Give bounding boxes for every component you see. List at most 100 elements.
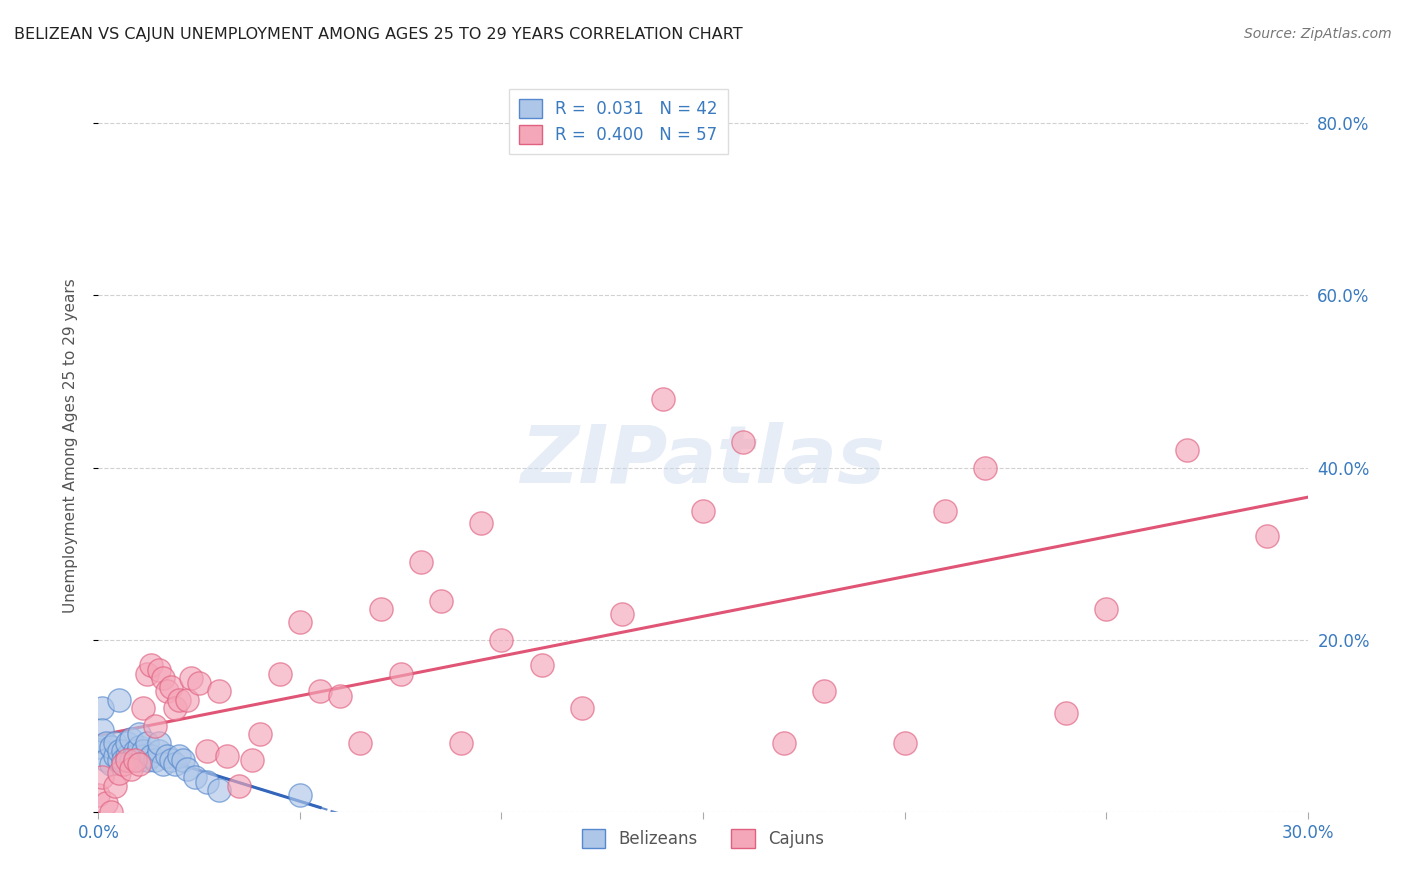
Point	[132, 748, 155, 763]
Point	[139, 658, 162, 673]
Point	[96, 736, 118, 750]
Point	[167, 693, 190, 707]
Point	[100, 740, 122, 755]
Point	[135, 736, 157, 750]
Point	[450, 736, 472, 750]
Point	[87, 788, 110, 802]
Point	[176, 762, 198, 776]
Point	[100, 805, 122, 819]
Point	[208, 684, 231, 698]
Point	[1054, 706, 1077, 720]
Point	[163, 701, 186, 715]
Text: ZIPatlas: ZIPatlas	[520, 422, 886, 500]
Point	[152, 757, 174, 772]
Point	[184, 770, 207, 784]
Point	[107, 744, 129, 758]
Point	[893, 736, 915, 750]
Point	[87, 740, 110, 755]
Text: BELIZEAN VS CAJUN UNEMPLOYMENT AMONG AGES 25 TO 29 YEARS CORRELATION CHART: BELIZEAN VS CAJUN UNEMPLOYMENT AMONG AGE…	[14, 27, 742, 42]
Point	[103, 779, 125, 793]
Text: Source: ZipAtlas.com: Source: ZipAtlas.com	[1244, 27, 1392, 41]
Point	[124, 744, 146, 758]
Point	[530, 658, 553, 673]
Point	[120, 753, 142, 767]
Point	[571, 701, 593, 715]
Point	[733, 434, 755, 449]
Point	[288, 615, 311, 630]
Point	[208, 783, 231, 797]
Point	[370, 602, 392, 616]
Point	[128, 740, 150, 755]
Point	[692, 503, 714, 517]
Point	[124, 753, 146, 767]
Point	[249, 727, 271, 741]
Point	[651, 392, 673, 406]
Point	[152, 671, 174, 685]
Point	[132, 701, 155, 715]
Point	[1175, 443, 1198, 458]
Point	[115, 753, 138, 767]
Point	[96, 796, 118, 810]
Point	[124, 748, 146, 763]
Point	[329, 689, 352, 703]
Point	[349, 736, 371, 750]
Legend: Belizeans, Cajuns: Belizeans, Cajuns	[575, 822, 831, 855]
Point	[195, 774, 218, 789]
Point	[148, 663, 170, 677]
Point	[111, 744, 134, 758]
Point	[974, 460, 997, 475]
Point	[107, 693, 129, 707]
Point	[91, 770, 114, 784]
Point	[160, 753, 183, 767]
Point	[120, 762, 142, 776]
Point	[115, 736, 138, 750]
Point	[107, 753, 129, 767]
Point	[813, 684, 835, 698]
Point	[195, 744, 218, 758]
Point	[128, 757, 150, 772]
Point	[172, 753, 194, 767]
Point	[217, 748, 239, 763]
Point	[156, 684, 179, 698]
Point	[470, 516, 492, 531]
Point	[115, 748, 138, 763]
Point	[491, 632, 513, 647]
Point	[100, 757, 122, 772]
Point	[309, 684, 332, 698]
Point	[160, 680, 183, 694]
Point	[139, 748, 162, 763]
Point	[143, 753, 166, 767]
Point	[135, 753, 157, 767]
Point	[103, 736, 125, 750]
Point	[148, 744, 170, 758]
Point	[107, 766, 129, 780]
Point	[269, 667, 291, 681]
Point	[148, 736, 170, 750]
Point	[132, 744, 155, 758]
Point	[128, 753, 150, 767]
Point	[240, 753, 263, 767]
Point	[430, 594, 453, 608]
Point	[228, 779, 250, 793]
Point	[167, 748, 190, 763]
Point	[288, 788, 311, 802]
Y-axis label: Unemployment Among Ages 25 to 29 years: Unemployment Among Ages 25 to 29 years	[63, 278, 77, 614]
Point	[389, 667, 412, 681]
Point	[163, 757, 186, 772]
Point	[176, 693, 198, 707]
Point	[409, 555, 432, 569]
Point	[120, 731, 142, 746]
Point	[111, 757, 134, 772]
Point	[934, 503, 956, 517]
Point	[91, 701, 114, 715]
Point	[143, 719, 166, 733]
Point	[135, 667, 157, 681]
Point	[188, 675, 211, 690]
Point	[772, 736, 794, 750]
Point	[128, 727, 150, 741]
Point	[180, 671, 202, 685]
Point	[1095, 602, 1118, 616]
Point	[1256, 529, 1278, 543]
Point	[103, 748, 125, 763]
Point	[111, 753, 134, 767]
